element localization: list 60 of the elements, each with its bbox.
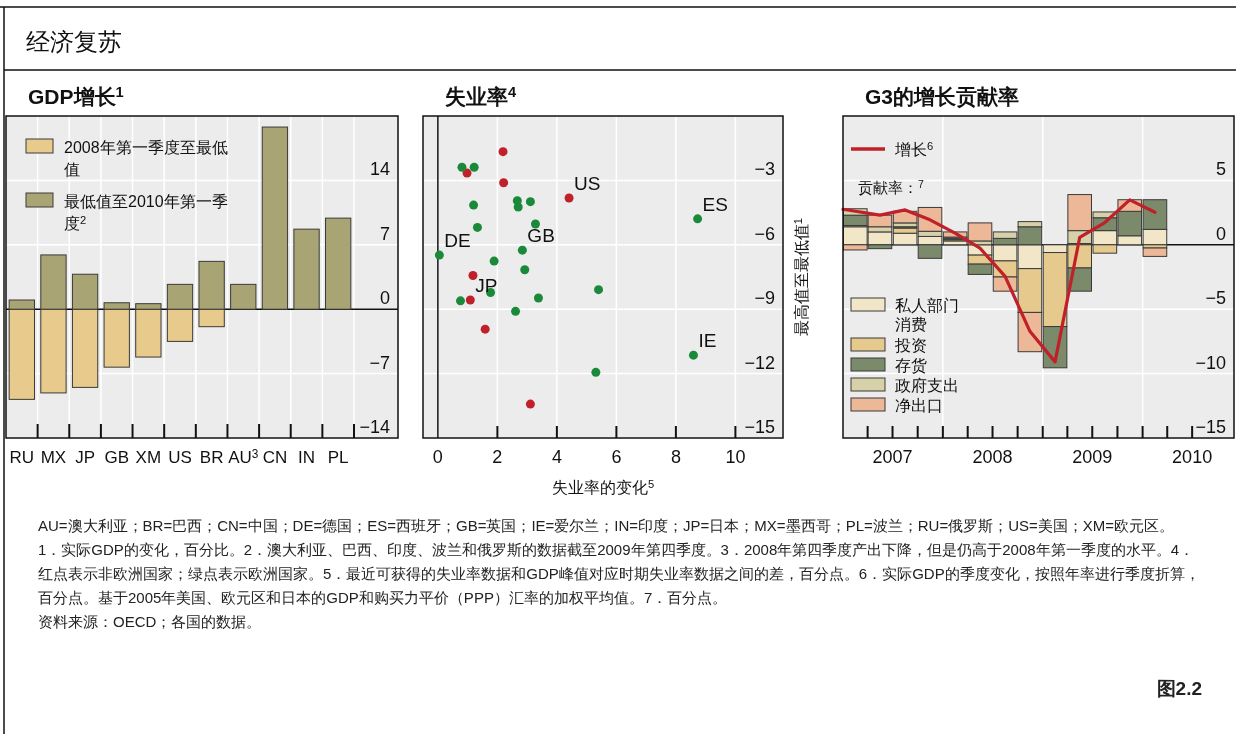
x-tick-label: 4: [551, 447, 562, 467]
x-tick-label: JP: [75, 448, 96, 467]
legend-label: 增长$^{6}$: [894, 139, 934, 158]
caption: 图2.2: [1156, 677, 1202, 701]
annotation: DE: [444, 230, 471, 252]
x-tick-label: 2008: [972, 447, 1013, 467]
annotation: JP: [475, 274, 498, 296]
x-tick-label: CN: [262, 448, 288, 467]
text: 1．实际GDP的变化，百分比。2．澳大利亚、巴西、印度、波兰和俄罗斯的数据截至2009年第四季度。3．2008年第四季度产出下降，但是仍高于2008年第一季度的水平。4．红点表示非欧洲国家；绿点表示欧洲国家。5．最近可获得的失业率数据和GDP峰值对应时期失业率数据之间的差，百分点。6．实际GDP的季度变化，按照年率进行季度折算，百分点。基于2005年美国、欧元区和日本的GDP和购买力平价（PPP）汇率的加权平均值。7．百分点。: [38, 540, 1201, 608]
text: 经济复苏: [26, 28, 122, 55]
legend-title: 贡献率：$^{7}$: [858, 178, 924, 196]
x-tick-label: AU$^{3}$: [228, 446, 259, 467]
x-tick-label: XM: [135, 448, 162, 467]
x-tick-label: 2010: [1172, 447, 1213, 467]
y-tick-label: −5: [1205, 288, 1226, 309]
x-tick-label: IN: [298, 448, 316, 467]
legend-label: 2008年第一季度至最低值: [64, 139, 228, 178]
text: 资料来源：OECD；各国的数据。: [38, 612, 263, 632]
x-axis-title: 失业率的变化$^{5}$: [551, 477, 655, 496]
chart-title: 失业率$^{4}$: [445, 84, 517, 108]
annotation: GB: [527, 225, 555, 247]
x-tick-label: 8: [670, 447, 681, 467]
x-tick-label: 2: [492, 447, 503, 467]
y-tick-label: 7: [379, 223, 390, 244]
legend-label: 存货: [895, 357, 927, 374]
chart-title: G3的增长贡献率: [865, 85, 1020, 109]
x-tick-label: 2009: [1072, 447, 1113, 467]
y-tick-label: −7: [369, 352, 390, 373]
y-tick-label: 5: [1215, 159, 1226, 180]
y-tick-label: −14: [359, 417, 390, 437]
y-tick-label: 0: [1215, 223, 1226, 244]
y-tick-label: −15: [1195, 417, 1226, 437]
legend-label: 净出口: [895, 397, 943, 414]
x-tick-label: 2007: [872, 447, 913, 467]
x-tick-label: 6: [611, 447, 622, 467]
x-tick-label: 0: [432, 447, 443, 467]
legend-label: 最低值至2010年第一季度$^{2}$: [64, 193, 228, 232]
x-tick-label: US: [168, 448, 192, 467]
x-tick-label: 10: [725, 447, 746, 467]
chart-title: GDP增长$^{1}$: [28, 84, 124, 108]
legend-label: 政府支出: [895, 377, 959, 394]
x-tick-label: PL: [327, 448, 349, 467]
y-tick-label: 0: [379, 288, 390, 309]
x-tick-label: MX: [40, 448, 67, 467]
y-tick-label: −9: [754, 288, 775, 309]
y-tick-label: −6: [754, 223, 775, 244]
x-tick-label: GB: [104, 448, 130, 467]
legend-label: 私人部门消费: [895, 297, 959, 333]
x-tick-label: RU: [9, 448, 35, 467]
legend-label: 投资: [894, 337, 927, 354]
y-tick-label: −10: [1195, 352, 1226, 373]
text: AU=澳大利亚；BR=巴西；CN=中国；DE=德国；ES=西班牙；GB=英国；IE=爱尔兰；IN=印度；JP=日本；MX=墨西哥；PL=波兰；RU=俄罗斯；US=美国；XM=欧元区。: [38, 516, 1176, 536]
y-tick-label: −15: [744, 417, 775, 437]
y-tick-label: −3: [754, 159, 775, 180]
annotation: IE: [698, 330, 717, 352]
annotation: ES: [702, 193, 728, 215]
y-tick-label: 14: [369, 159, 390, 180]
y-tick-label: −12: [744, 352, 775, 373]
x-tick-label: BR: [199, 448, 224, 467]
annotation: US: [574, 173, 601, 194]
